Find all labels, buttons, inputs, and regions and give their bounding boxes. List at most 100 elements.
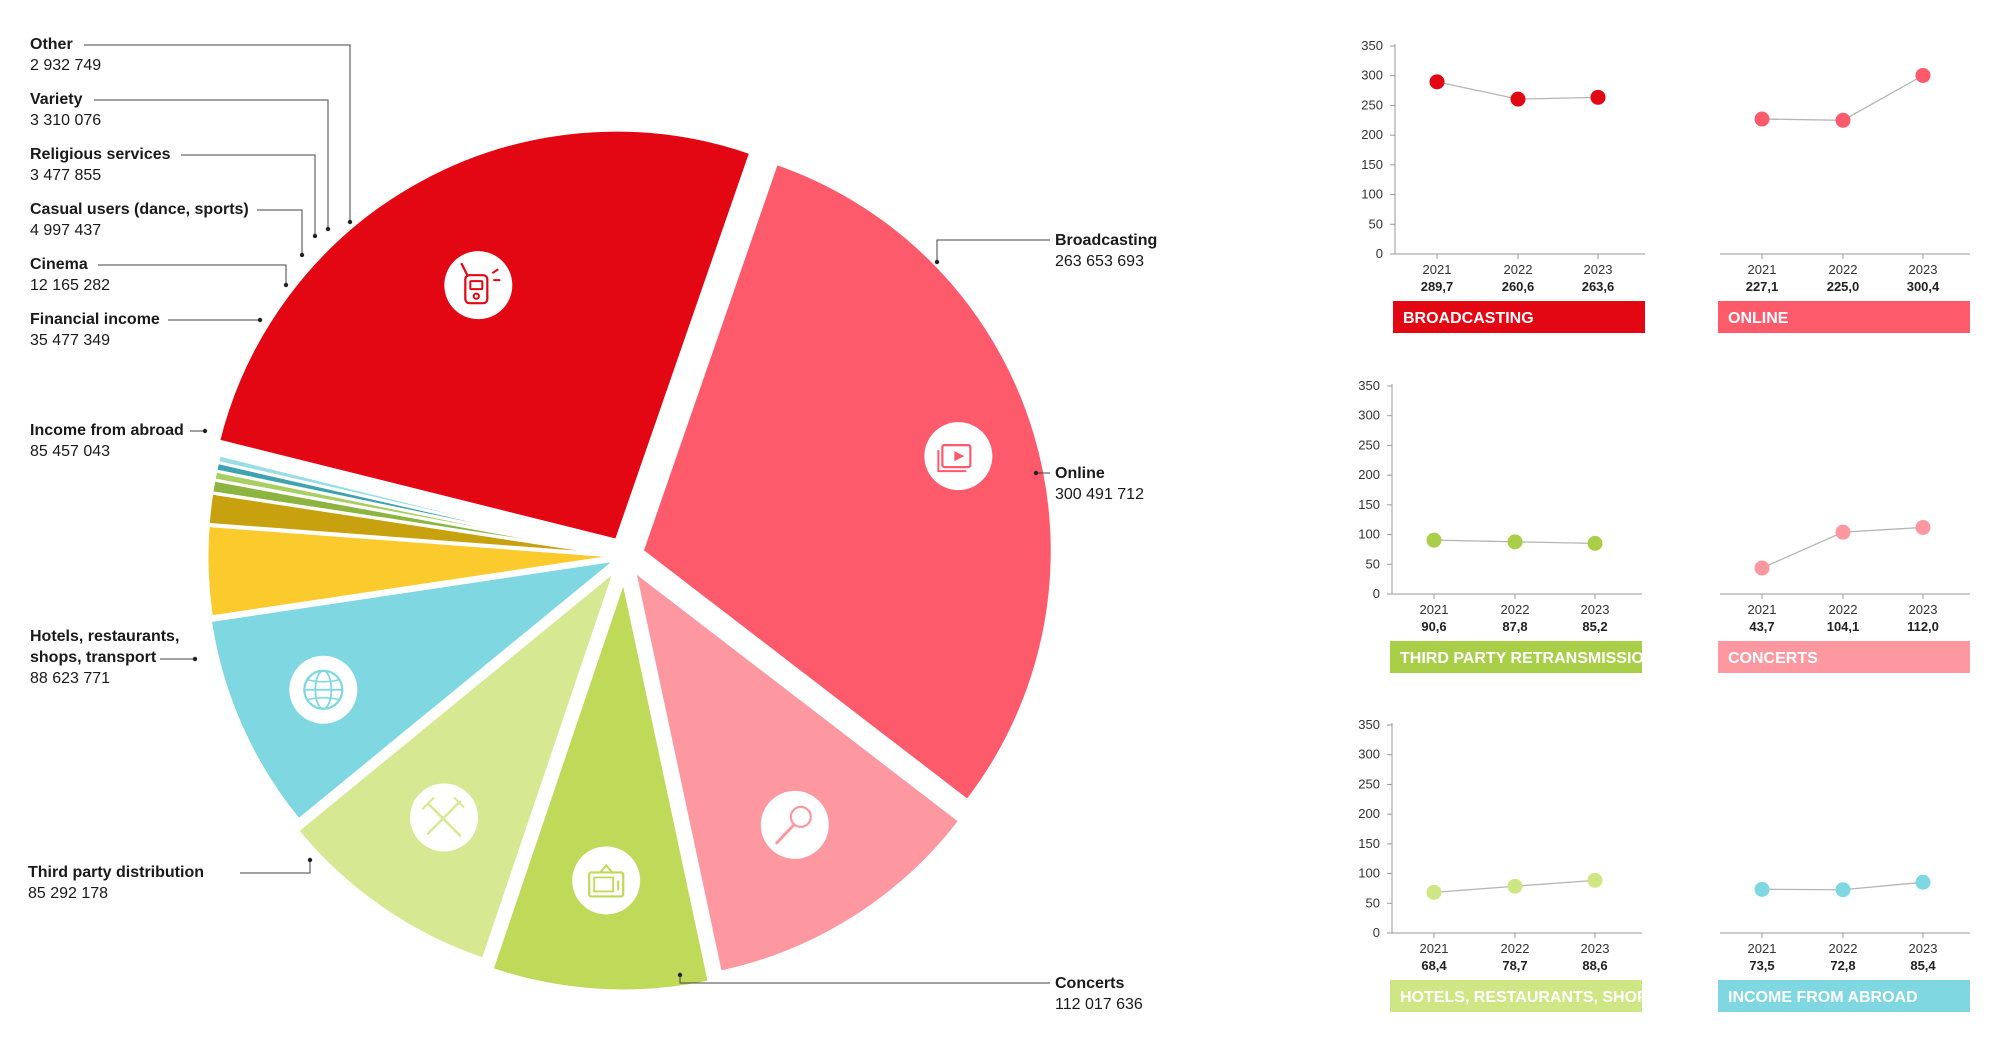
data-point bbox=[1507, 878, 1523, 894]
slice-value: 300 491 712 bbox=[1055, 486, 1144, 503]
x-tick-label: 2023 bbox=[1584, 262, 1613, 277]
slice-name: Cinema bbox=[30, 256, 88, 273]
pie-label-variety: Variety 3 310 076 bbox=[30, 91, 331, 232]
pie-label-religious-services: Religious services 3 477 855 bbox=[30, 146, 318, 239]
y-tick-label: 100 bbox=[1361, 187, 1383, 202]
leader-line bbox=[240, 860, 311, 874]
data-label: 225,0 bbox=[1827, 279, 1860, 294]
microphone-icon bbox=[760, 790, 829, 859]
data-point bbox=[1915, 67, 1931, 83]
pie-slice-online bbox=[640, 161, 1054, 803]
chart-title-banner bbox=[1393, 301, 1645, 333]
y-tick-label: 300 bbox=[1361, 68, 1383, 83]
y-tick-label: 150 bbox=[1358, 836, 1380, 851]
slice-name: Casual users (dance, sports) bbox=[30, 201, 249, 218]
data-label: 263,6 bbox=[1582, 279, 1615, 294]
data-label: 300,4 bbox=[1907, 279, 1940, 294]
leader-line bbox=[257, 209, 303, 255]
slice-name: shops, transport bbox=[30, 649, 157, 666]
mini-chart-third-party-retransmission: 0 50 100 150 200 250 300 350 2021 90,6 2022 87,8 202… bbox=[1358, 378, 1655, 673]
slice-value: 35 477 349 bbox=[30, 332, 110, 349]
slice-name: Third party distribution bbox=[28, 864, 204, 881]
x-tick-label: 2023 bbox=[1581, 602, 1610, 617]
leader-dot bbox=[257, 317, 263, 323]
chart-title: ONLINE bbox=[1728, 310, 1789, 327]
data-point bbox=[1507, 534, 1523, 550]
leader-dot bbox=[934, 259, 940, 265]
slice-value: 2 932 749 bbox=[30, 57, 101, 74]
leader-dot bbox=[307, 857, 313, 863]
slice-value: 3 477 855 bbox=[30, 167, 101, 184]
leader-line bbox=[181, 154, 316, 236]
mini-chart-income-from-abroad: 2021 73,5 2022 72,8 2023 85,4 INCOME FROM ABRO… bbox=[1718, 874, 1970, 1012]
leader-dot bbox=[1033, 470, 1039, 476]
pie-label-cinema: Cinema 12 165 282 bbox=[30, 256, 289, 294]
slice-name: Religious services bbox=[30, 146, 171, 163]
data-point bbox=[1835, 112, 1851, 128]
pie-label-other: Other 2 932 749 bbox=[30, 36, 353, 225]
slice-value: 85 292 178 bbox=[28, 885, 108, 902]
leader-dot bbox=[192, 656, 198, 662]
mini-chart-online: 2021 227,1 2022 225,0 2023 300,4 ONLINE bbox=[1718, 67, 1970, 333]
y-tick-label: 0 bbox=[1373, 586, 1380, 601]
leader-dot bbox=[325, 226, 331, 232]
slice-value: 112 017 636 bbox=[1055, 996, 1143, 1013]
x-tick-label: 2022 bbox=[1501, 941, 1530, 956]
x-tick-label: 2023 bbox=[1909, 941, 1938, 956]
x-tick-label: 2023 bbox=[1581, 941, 1610, 956]
pie-label-financial-income: Financial income 35 477 349 bbox=[30, 311, 263, 349]
pie-label-casual-users-dance-sports: Casual users (dance, sports) 4 997 437 bbox=[30, 201, 305, 258]
leader-line bbox=[94, 99, 329, 229]
slice-name: Other bbox=[30, 36, 73, 53]
slice-name: Income from abroad bbox=[30, 422, 184, 439]
leader-line bbox=[84, 44, 351, 222]
data-point bbox=[1587, 872, 1603, 888]
slice-name: Financial income bbox=[30, 311, 160, 328]
leader-line bbox=[98, 264, 287, 285]
data-point bbox=[1426, 884, 1442, 900]
data-point bbox=[1915, 519, 1931, 535]
slice-name: Hotels, restaurants, bbox=[30, 628, 179, 645]
leader-line bbox=[679, 975, 1050, 984]
y-tick-label: 150 bbox=[1358, 497, 1380, 512]
data-point bbox=[1754, 560, 1770, 576]
chart-title-banner bbox=[1390, 641, 1642, 673]
pie-labels: Broadcasting 263 653 693 Online 300 491 712… bbox=[28, 36, 1157, 1013]
slice-value: 88 623 771 bbox=[30, 670, 110, 687]
y-tick-label: 250 bbox=[1358, 776, 1380, 791]
data-label: 90,6 bbox=[1421, 619, 1446, 634]
x-tick-label: 2023 bbox=[1909, 262, 1938, 277]
chart-title: HOTELS, RESTAURANTS, SHOPS bbox=[1400, 989, 1659, 1006]
data-point bbox=[1590, 89, 1606, 105]
leader-dot bbox=[677, 972, 683, 978]
x-tick-label: 2022 bbox=[1829, 602, 1858, 617]
mini-line-charts: 0 50 100 150 200 250 300 350 2021 289,7 2022 260,6 2… bbox=[1358, 38, 1970, 1012]
pie-slice-other bbox=[216, 453, 619, 556]
slice-value: 4 997 437 bbox=[30, 222, 101, 239]
pie-icons bbox=[289, 251, 993, 915]
x-tick-label: 2021 bbox=[1748, 602, 1777, 617]
leader-dot bbox=[347, 219, 353, 225]
cutlery-icon bbox=[410, 783, 479, 852]
data-point bbox=[1510, 91, 1526, 107]
pie-slice-hotels-restaurants-shops-transport bbox=[296, 569, 617, 961]
data-label: 85,2 bbox=[1582, 619, 1607, 634]
x-tick-label: 2021 bbox=[1423, 262, 1452, 277]
data-point bbox=[1835, 524, 1851, 540]
slice-value: 263 653 693 bbox=[1055, 253, 1144, 270]
x-tick-label: 2022 bbox=[1504, 262, 1533, 277]
y-tick-label: 300 bbox=[1358, 747, 1380, 762]
leader-dot bbox=[202, 428, 208, 434]
y-tick-label: 50 bbox=[1366, 895, 1380, 910]
pie-label-third-party-distribution: Third party distribution 85 292 178 bbox=[28, 857, 313, 902]
slice-name: Online bbox=[1055, 465, 1105, 482]
slice-name: Broadcasting bbox=[1055, 232, 1157, 249]
mini-chart-hotels-restaurants-shops: 0 50 100 150 200 250 300 350 2021 68,4 2022 78,7 202… bbox=[1358, 717, 1659, 1012]
data-label: 43,7 bbox=[1749, 619, 1774, 634]
chart-title: INCOME FROM ABROAD bbox=[1728, 989, 1918, 1006]
chart-title-banner bbox=[1718, 641, 1970, 673]
pie-slice-concerts bbox=[633, 569, 962, 974]
tv-icon bbox=[572, 846, 641, 915]
y-tick-label: 50 bbox=[1366, 556, 1380, 571]
